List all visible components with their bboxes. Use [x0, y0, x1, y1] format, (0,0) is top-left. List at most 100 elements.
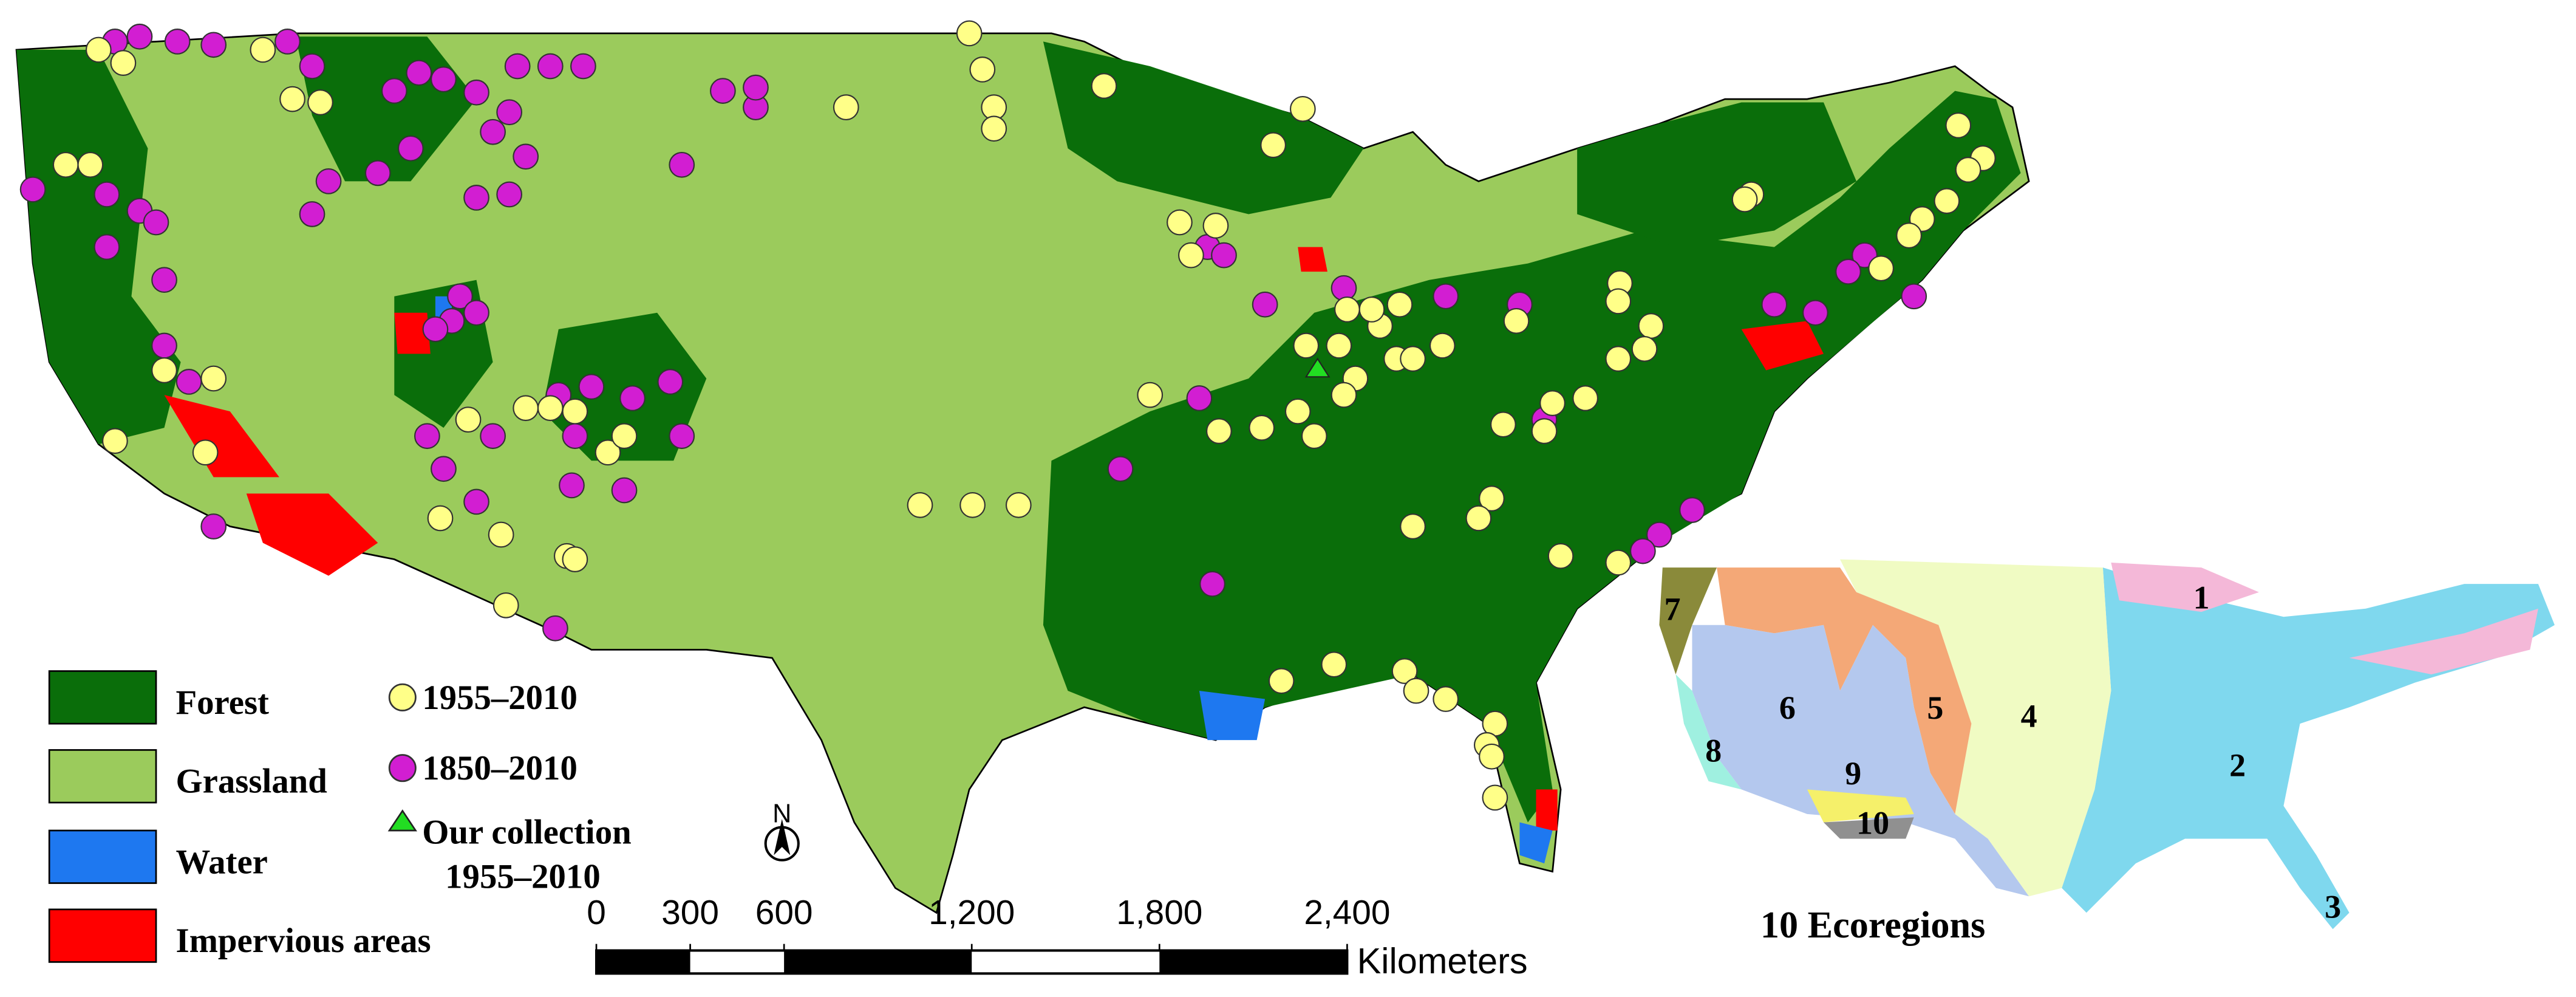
site-1955 — [1572, 385, 1599, 411]
site-1955 — [492, 592, 519, 618]
site-1850 — [299, 201, 325, 227]
legend-label: Forest — [175, 684, 269, 722]
site-1955 — [1539, 390, 1566, 416]
site-1850 — [299, 53, 325, 80]
site-1850 — [151, 267, 177, 293]
site-1850 — [274, 29, 301, 55]
site-1850 — [364, 160, 391, 187]
site-1850 — [431, 456, 457, 482]
site-1955 — [1358, 296, 1385, 323]
impervious-la — [246, 493, 378, 576]
impervious-fl — [1536, 789, 1558, 831]
site-1955 — [279, 86, 305, 112]
site-1850 — [151, 332, 177, 359]
site-1955 — [1293, 332, 1320, 359]
site-1955 — [981, 115, 1007, 142]
legend-label: Our collection — [422, 814, 631, 852]
site-1955 — [427, 505, 454, 532]
scale-segment — [596, 950, 690, 974]
site-1955 — [200, 365, 227, 392]
site-1955 — [969, 57, 996, 83]
site-1850 — [1802, 300, 1828, 326]
site-1850 — [143, 209, 169, 236]
scale-segment — [784, 950, 972, 974]
site-1955 — [1896, 222, 1922, 249]
site-1955 — [1400, 346, 1426, 372]
site-1850 — [480, 118, 506, 145]
site-1955 — [1284, 398, 1311, 425]
scale-label: 0 — [587, 894, 606, 932]
site-1955 — [513, 395, 539, 422]
site-1850 — [496, 99, 523, 126]
site-1955 — [1479, 485, 1505, 512]
site-1955 — [595, 439, 621, 466]
site-1955 — [1605, 346, 1632, 372]
legend: Forest Grassland Water Impervious areas … — [48, 670, 632, 963]
legend-label: 1850–2010 — [422, 749, 578, 787]
water-louisiana — [1199, 691, 1266, 741]
legend-swatch-water — [48, 829, 157, 884]
site-1955 — [1334, 296, 1360, 323]
scale-label: 600 — [755, 894, 813, 932]
site-1850 — [94, 181, 120, 208]
site-1850 — [559, 472, 585, 499]
ecoregion-labels: 1 2 3 4 5 6 7 8 9 10 — [1665, 580, 2342, 925]
site-1850 — [19, 176, 46, 203]
site-1850 — [570, 53, 596, 80]
impervious-slc — [394, 312, 431, 354]
legend-label: Impervious areas — [175, 922, 431, 960]
site-1955 — [77, 151, 104, 178]
ecoregion-label: 4 — [2021, 698, 2037, 735]
site-1955 — [1403, 677, 1429, 704]
ecoregion-9 — [1807, 789, 1914, 823]
site-1850 — [1629, 538, 1656, 564]
site-1850 — [1199, 570, 1225, 597]
site-1955 — [1531, 418, 1558, 444]
site-1850 — [1186, 385, 1213, 411]
site-1955 — [611, 423, 638, 450]
site-1850 — [578, 374, 605, 400]
site-1850 — [94, 234, 120, 260]
ecoregion-label: 9 — [1845, 755, 1861, 792]
site-1850 — [709, 78, 736, 104]
site-1955 — [1479, 743, 1505, 770]
site-1955 — [1465, 505, 1492, 532]
site-1955 — [1433, 686, 1459, 712]
site-1850 — [175, 369, 202, 395]
our-collection-site — [1304, 357, 1331, 378]
site-1850 — [1331, 275, 1357, 301]
site-1850 — [537, 53, 564, 80]
north-arrow: N — [764, 799, 800, 862]
site-1955 — [1386, 291, 1413, 318]
site-1850 — [463, 300, 489, 326]
site-1955 — [1547, 543, 1574, 569]
site-1850 — [1107, 456, 1134, 482]
site-1955 — [488, 521, 514, 548]
site-1955 — [1206, 418, 1232, 444]
site-1955 — [1605, 288, 1632, 315]
site-1955 — [1638, 313, 1665, 339]
site-1850 — [1646, 521, 1672, 548]
water-florida — [1519, 822, 1553, 864]
ecoregion-5 — [1717, 567, 1972, 814]
sample-sites — [19, 20, 1996, 811]
site-1955 — [1934, 188, 1960, 214]
site-1850 — [200, 32, 227, 58]
site-1850 — [619, 385, 646, 411]
site-1955 — [110, 50, 137, 76]
site-1955 — [1301, 423, 1327, 450]
legend-marker-yellow — [388, 683, 417, 711]
ecoregion-label: 5 — [1927, 690, 1943, 726]
site-1955 — [52, 151, 79, 178]
site-1850 — [1211, 242, 1237, 269]
impervious — [164, 247, 1824, 831]
legend-marker-magenta — [388, 754, 417, 783]
site-1850 — [480, 423, 506, 450]
site-1850 — [513, 143, 539, 170]
forest-northeast — [1577, 102, 1857, 247]
water — [435, 296, 1553, 864]
legend-label: Water — [175, 843, 267, 881]
legend-label: 1955–2010 — [445, 858, 601, 896]
site-1955 — [1137, 382, 1164, 408]
